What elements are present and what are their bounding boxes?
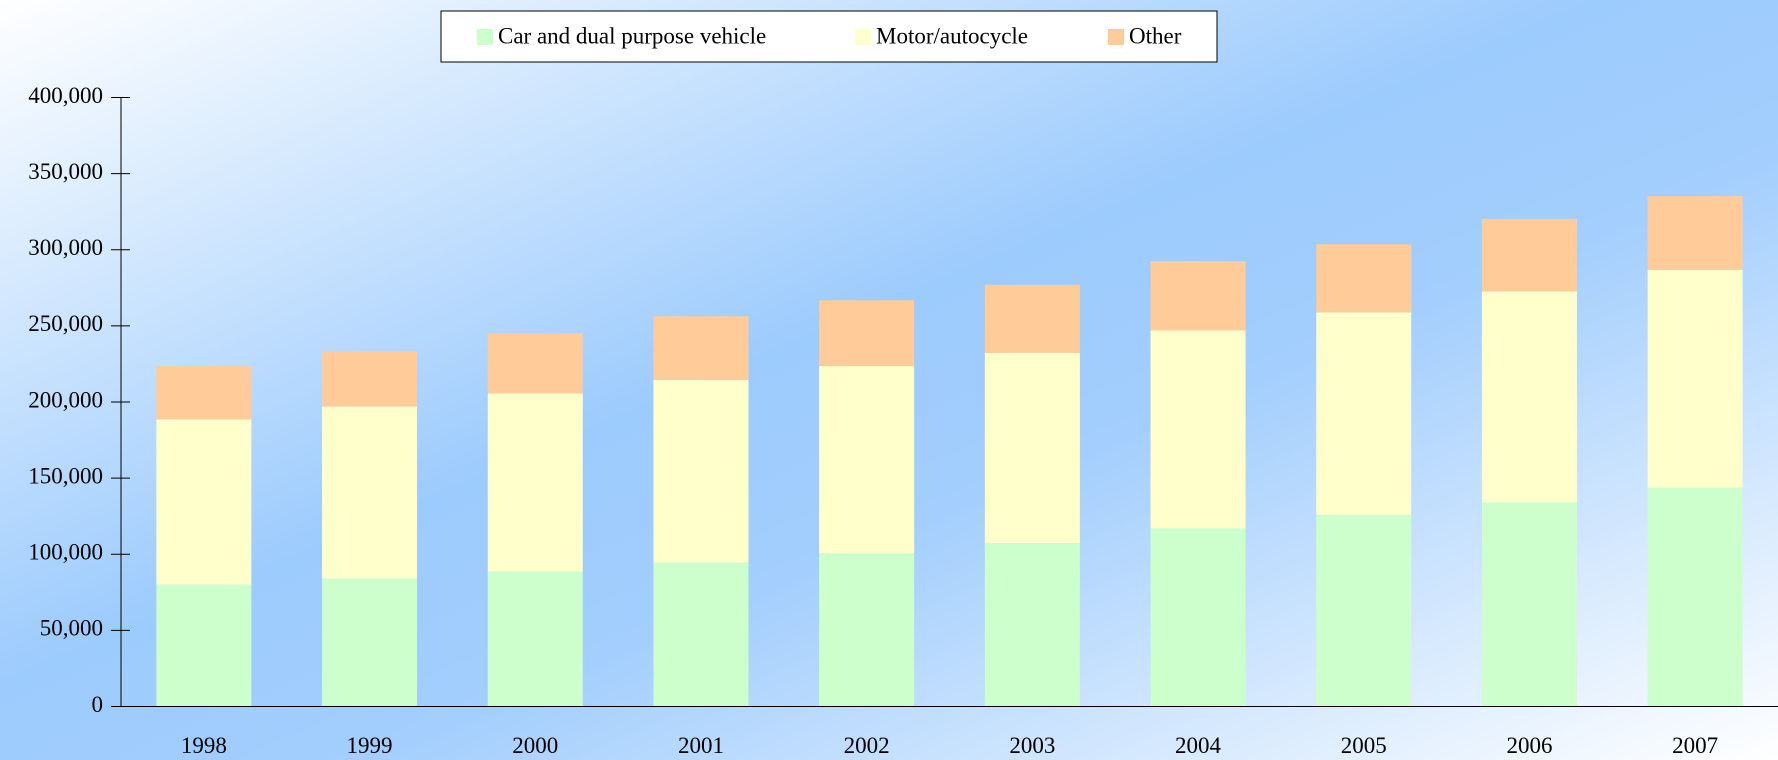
bar-segment <box>1481 291 1577 503</box>
y-tick-label: 0 <box>92 692 104 717</box>
x-tick-label: 2002 <box>844 733 890 758</box>
bar-segment <box>1316 244 1412 313</box>
bar-segment <box>1647 487 1743 707</box>
y-tick-label: 300,000 <box>28 235 103 260</box>
bar-segment <box>156 366 252 420</box>
x-tick-label: 2007 <box>1672 733 1718 758</box>
bar-segment <box>487 333 583 394</box>
x-tick-label: 2003 <box>1009 733 1055 758</box>
bar-segment <box>653 379 749 563</box>
bar-segment <box>1647 269 1743 488</box>
bar-segment <box>653 562 749 707</box>
y-tick-label: 250,000 <box>28 311 103 336</box>
bar-segment <box>1150 261 1246 331</box>
legend-label: Other <box>1129 23 1182 48</box>
bar-segment <box>1481 502 1577 707</box>
bar-segment <box>984 352 1080 544</box>
bar-segment <box>653 316 749 380</box>
y-tick-label: 400,000 <box>28 83 103 108</box>
x-tick-label: 2005 <box>1341 733 1387 758</box>
x-tick-label: 2001 <box>678 733 724 758</box>
bar-segment <box>1150 528 1246 707</box>
bar-segment <box>819 300 915 367</box>
x-tick-label: 1999 <box>347 733 393 758</box>
legend-label: Car and dual purpose vehicle <box>498 23 766 48</box>
bar-segment <box>322 350 418 407</box>
bar-segment <box>984 543 1080 707</box>
x-tick-label: 1998 <box>181 733 227 758</box>
x-tick-label: 2000 <box>512 733 558 758</box>
bar-segment <box>819 553 915 707</box>
bar-segment <box>1647 196 1743 270</box>
y-tick-label: 50,000 <box>40 616 103 641</box>
y-tick-label: 350,000 <box>28 159 103 184</box>
bar-segment <box>322 578 418 707</box>
bar-segment <box>1316 514 1412 707</box>
bar-segment <box>487 571 583 707</box>
bar-segment <box>322 406 418 579</box>
x-tick-label: 2006 <box>1506 733 1552 758</box>
bar-segment <box>984 284 1080 353</box>
legend-box <box>440 10 1218 63</box>
legend-swatch <box>855 29 871 45</box>
x-tick-label: 2004 <box>1175 733 1222 758</box>
legend-swatch <box>1108 29 1124 45</box>
bar-segment <box>819 366 915 554</box>
bar-segment <box>487 393 583 572</box>
y-tick-label: 150,000 <box>28 463 103 488</box>
bar-segment <box>1150 330 1246 529</box>
y-tick-label: 200,000 <box>28 387 103 412</box>
bar-segment <box>1316 312 1412 515</box>
legend-swatch <box>477 29 493 45</box>
bar-segment <box>156 419 252 585</box>
legend-label: Motor/autocycle <box>876 23 1028 48</box>
bar-segment <box>156 584 252 707</box>
bar-segment <box>1481 218 1577 292</box>
y-tick-label: 100,000 <box>28 540 103 565</box>
